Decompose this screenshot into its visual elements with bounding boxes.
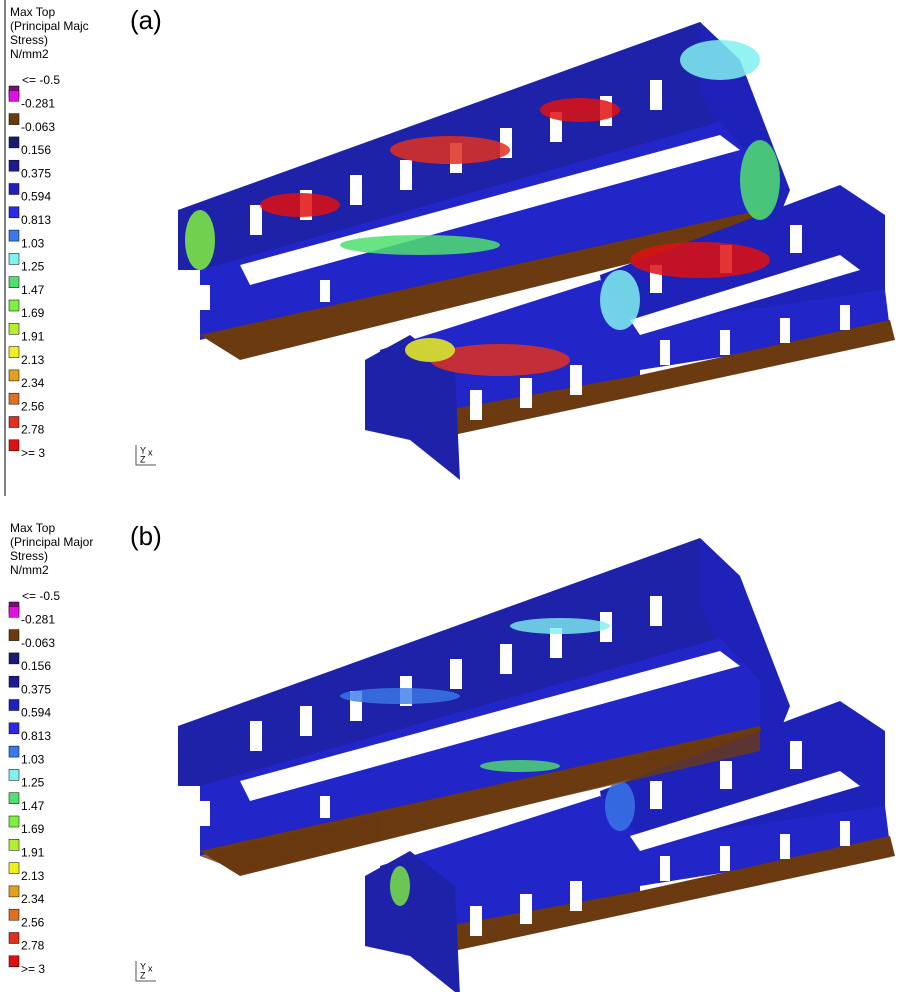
legend-label: 2.34 — [21, 376, 45, 390]
legend-label: <= -0.5 — [22, 73, 60, 87]
panel-label: (b) — [130, 521, 162, 551]
legend-swatch — [8, 955, 20, 968]
legend-label: 1.25 — [21, 776, 45, 790]
axis-triad-label: x — [148, 963, 153, 973]
legend-label: 1.47 — [21, 799, 45, 813]
legend-swatch — [8, 745, 20, 758]
legend-swatch — [8, 416, 20, 428]
legend-swatch — [8, 606, 20, 618]
legend-label: 1.69 — [21, 306, 45, 320]
legend-swatch — [8, 932, 20, 944]
legend-swatch — [8, 439, 20, 452]
legend-title: N/mm2 — [10, 563, 49, 577]
panel-label: (a) — [130, 5, 162, 35]
axis-triad-label: Y — [140, 961, 146, 971]
legend-swatch — [8, 652, 20, 665]
legend-swatch — [8, 699, 20, 711]
legend-label: 1.25 — [21, 260, 45, 274]
legend-swatch — [8, 885, 20, 898]
legend-label: 2.56 — [21, 915, 45, 929]
legend-swatch — [8, 229, 20, 242]
model-view-b — [178, 538, 895, 992]
legend-swatch — [8, 276, 20, 288]
legend-label: 1.03 — [21, 236, 45, 250]
legend-swatch — [8, 792, 20, 804]
legend-label: 1.69 — [21, 822, 45, 836]
legend-label: 0.594 — [21, 190, 51, 204]
legend-swatch — [8, 206, 20, 219]
legend-swatch — [8, 113, 20, 125]
legend-label: 1.91 — [21, 845, 45, 859]
legend-swatch — [8, 722, 20, 735]
legend-swatch — [8, 862, 20, 874]
axis-triad-label: Y — [140, 445, 146, 455]
legend-label: 1.47 — [21, 283, 45, 297]
axis-triad-label: Z — [140, 454, 146, 464]
legend-title: Max Top — [10, 5, 55, 19]
model-view-a — [178, 22, 895, 480]
legend-title: N/mm2 — [10, 47, 49, 61]
legend-label: -0.281 — [21, 612, 55, 626]
axis-triad-frame — [135, 961, 156, 982]
legend-label: 1.03 — [21, 752, 45, 766]
legend-title: (Principal Majc — [10, 19, 89, 33]
legend-swatch — [8, 90, 20, 102]
legend-swatch — [8, 253, 20, 265]
legend-label: 2.13 — [21, 869, 45, 883]
legend-label: 0.375 — [21, 166, 51, 180]
legend-title: Max Top — [10, 521, 55, 535]
legend-swatch — [8, 299, 20, 312]
legend-swatch — [8, 629, 20, 641]
legend-title: Stress) — [10, 549, 48, 563]
legend-swatch — [8, 346, 20, 358]
legend-label: 0.813 — [21, 213, 51, 227]
legend-title: (Principal Major — [10, 535, 93, 549]
legend-swatch — [8, 392, 20, 405]
legend-swatch — [8, 815, 20, 828]
legend-label: -0.063 — [21, 120, 55, 134]
legend-label: 2.34 — [21, 892, 45, 906]
legend-swatch — [8, 183, 20, 195]
legend-label: 0.156 — [21, 143, 51, 157]
legend-label: 0.813 — [21, 729, 51, 743]
legend-title: Stress) — [10, 33, 48, 47]
legend-swatch — [8, 675, 20, 688]
legend-label: 2.13 — [21, 353, 45, 367]
legend-label: 2.56 — [21, 399, 45, 413]
legend-label: <= -0.5 — [22, 589, 60, 603]
legend-label: -0.063 — [21, 636, 55, 650]
legend-label: 1.91 — [21, 329, 45, 343]
legend-label: >= 3 — [21, 446, 45, 460]
legend-swatch — [8, 839, 20, 851]
axis-triad-label: Z — [140, 970, 146, 980]
legend-label: 0.156 — [21, 659, 51, 673]
legend-swatch — [8, 136, 20, 149]
axis-triad-label: x — [148, 447, 153, 457]
axis-triad-frame — [135, 445, 156, 466]
legend-label: 2.78 — [21, 939, 45, 953]
legend-label: >= 3 — [21, 962, 45, 976]
legend-swatch — [8, 769, 20, 781]
legend-swatch — [8, 323, 20, 335]
legend-swatch — [8, 369, 20, 382]
legend-swatch — [8, 159, 20, 172]
legend-label: 0.375 — [21, 682, 51, 696]
legend-label: -0.281 — [21, 96, 55, 110]
legend-swatch — [8, 908, 20, 921]
legend-label: 0.594 — [21, 706, 51, 720]
legend-label: 2.78 — [21, 423, 45, 437]
